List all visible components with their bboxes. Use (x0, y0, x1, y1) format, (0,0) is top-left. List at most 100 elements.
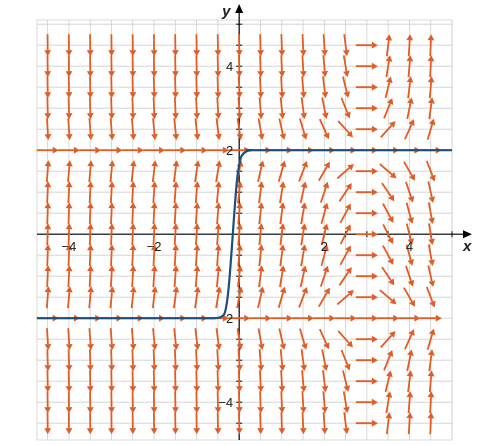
field-arrow-head (201, 146, 208, 154)
field-arrow-shaft (340, 349, 349, 366)
field-arrow-head (428, 238, 435, 246)
field-arrow-head (87, 133, 94, 141)
field-arrow (299, 118, 308, 140)
field-arrow-head (44, 386, 52, 393)
field-arrow-shaft (407, 61, 411, 78)
field-arrow-head (129, 202, 137, 209)
plot-frame (36, 19, 453, 441)
field-arrow (185, 146, 208, 154)
field-arrow (65, 391, 73, 414)
field-arrow (342, 412, 350, 435)
field-arrow-shaft (259, 370, 262, 387)
field-arrow-head (193, 133, 201, 141)
field-arrow (355, 83, 378, 91)
field-arrow-head (129, 244, 137, 251)
field-arrow-shaft (300, 97, 305, 114)
field-arrow-head (214, 112, 222, 120)
field-arrow-head (236, 286, 244, 293)
y-tick-label: 4 (226, 59, 233, 74)
field-arrow-head (150, 113, 158, 120)
field-arrow-shaft (109, 271, 113, 288)
field-arrow (299, 412, 307, 435)
field-arrow (172, 391, 179, 414)
field-arrow (86, 34, 94, 57)
field-arrow-head (308, 314, 315, 322)
field-arrow (300, 370, 307, 393)
field-arrow-shaft (216, 76, 219, 93)
field-arrow-head (236, 265, 244, 272)
field-arrow (279, 202, 286, 225)
field-arrow-shaft (152, 97, 156, 114)
field-arrow (337, 330, 353, 348)
field-arrow-head (150, 223, 158, 230)
field-arrow-head (159, 146, 166, 154)
field-arrow (150, 55, 158, 78)
field-arrow (428, 97, 435, 120)
field-arrow-shaft (152, 229, 156, 246)
field-arrow (172, 412, 179, 435)
field-arrow-head (150, 181, 158, 188)
field-arrow-shaft (67, 187, 71, 204)
field-arrow-head (427, 370, 435, 377)
field-arrow (342, 34, 350, 57)
field-arrow-head (236, 181, 244, 188)
field-arrow (299, 328, 308, 350)
field-arrow (379, 289, 397, 305)
field-arrow-shaft (319, 187, 327, 203)
field-arrow-shaft (318, 118, 328, 135)
field-arrow (150, 97, 158, 120)
field-arrow-head (322, 244, 329, 252)
field-arrow-shaft (339, 250, 349, 266)
field-arrow (406, 34, 414, 57)
field-arrow-shaft (343, 34, 348, 51)
field-arrow-head (389, 171, 397, 179)
field-arrow-head (257, 265, 265, 272)
field-arrow-head (321, 49, 329, 57)
field-arrow-head (299, 71, 307, 78)
field-arrow (193, 160, 201, 183)
field-arrow-head (387, 215, 394, 223)
field-arrow (65, 286, 73, 309)
field-arrow (172, 328, 180, 351)
field-arrow-shaft (318, 328, 328, 345)
field-arrow-head (65, 92, 73, 99)
field-arrow-head (172, 223, 180, 230)
field-arrow-head (406, 412, 414, 419)
field-arrow (44, 118, 52, 141)
field-arrow-shaft (151, 166, 156, 183)
field-arrow-head (86, 428, 94, 435)
field-arrow-head (65, 386, 73, 393)
field-arrow-head (346, 340, 353, 348)
field-arrow-shaft (173, 166, 177, 183)
field-arrow (355, 398, 378, 406)
field-arrow (44, 55, 52, 78)
field-arrow-head (257, 364, 265, 372)
field-arrow-shaft (215, 187, 220, 204)
field-arrow (87, 202, 94, 225)
field-arrow-shaft (427, 244, 433, 261)
field-arrow-head (150, 50, 158, 57)
field-arrow-head (65, 223, 73, 230)
field-arrow-shaft (236, 292, 242, 309)
field-arrow-head (65, 343, 73, 351)
field-arrow-head (279, 286, 287, 294)
field-arrow (406, 97, 414, 120)
field-arrow (257, 412, 264, 435)
field-arrow (427, 55, 435, 78)
field-arrow-head (286, 314, 293, 322)
field-arrow-shaft (131, 208, 134, 225)
field-arrow (129, 34, 137, 57)
field-arrow (108, 223, 116, 246)
field-arrow-head (87, 286, 95, 293)
field-arrow-head (429, 174, 436, 182)
field-arrow-head (65, 428, 73, 435)
field-arrow-head (265, 314, 272, 322)
field-arrow-shaft (236, 118, 241, 135)
field-arrow (355, 209, 378, 217)
field-arrow (427, 244, 435, 267)
field-arrow-head (65, 202, 73, 209)
field-arrow (214, 391, 222, 414)
field-arrow (300, 76, 307, 99)
field-arrow-head (108, 202, 116, 209)
field-arrow-head (108, 181, 116, 188)
